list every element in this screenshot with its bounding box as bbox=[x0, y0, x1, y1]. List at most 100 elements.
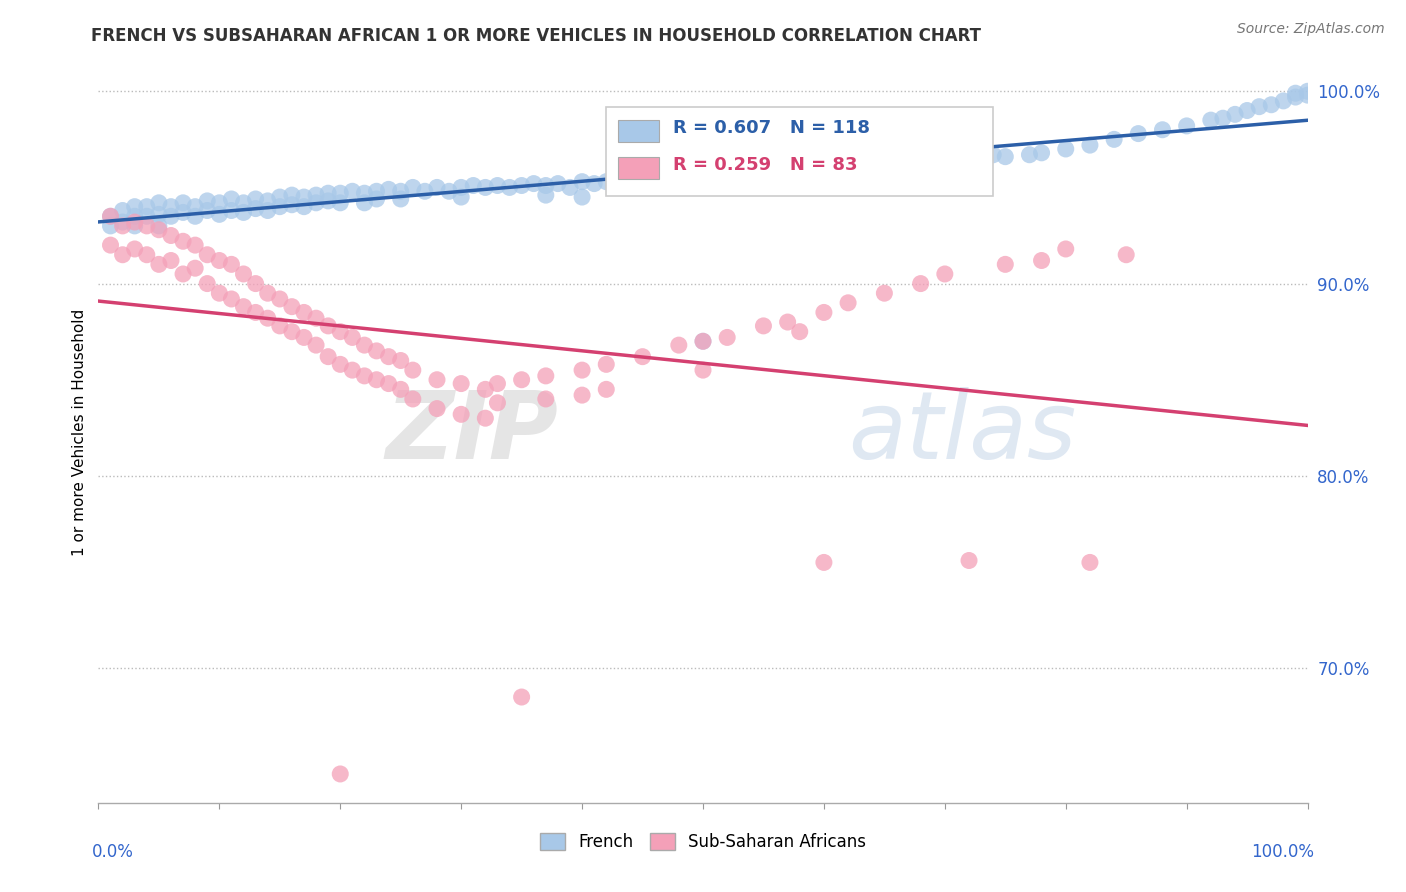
Point bbox=[813, 556, 835, 570]
Point bbox=[692, 363, 714, 377]
Point bbox=[486, 178, 509, 193]
Point bbox=[837, 161, 859, 176]
Point bbox=[595, 357, 617, 371]
Point bbox=[232, 205, 254, 219]
Point bbox=[195, 194, 218, 208]
Point bbox=[679, 170, 702, 185]
Text: ZIP: ZIP bbox=[385, 386, 558, 479]
Point bbox=[692, 334, 714, 349]
Point bbox=[342, 363, 364, 377]
Point bbox=[148, 195, 170, 210]
Point bbox=[1152, 122, 1174, 136]
Point bbox=[413, 184, 436, 198]
Point bbox=[1128, 127, 1150, 141]
Point bbox=[172, 205, 194, 219]
Point bbox=[184, 209, 207, 223]
Point bbox=[1018, 147, 1040, 161]
Point bbox=[934, 267, 956, 281]
Point bbox=[1199, 113, 1222, 128]
Point bbox=[281, 325, 304, 339]
Point bbox=[195, 277, 218, 291]
Point bbox=[910, 152, 932, 166]
Point bbox=[172, 234, 194, 248]
Point bbox=[934, 152, 956, 166]
Point bbox=[619, 175, 641, 189]
Point bbox=[353, 195, 375, 210]
Point bbox=[486, 376, 509, 391]
Point bbox=[281, 198, 304, 212]
Point bbox=[135, 200, 157, 214]
Point bbox=[655, 173, 678, 187]
Point bbox=[463, 178, 485, 193]
Point bbox=[353, 186, 375, 201]
Point bbox=[668, 338, 690, 352]
Point bbox=[776, 165, 799, 179]
Point bbox=[631, 173, 654, 187]
Point bbox=[160, 200, 183, 214]
Point bbox=[305, 311, 328, 326]
Point bbox=[232, 300, 254, 314]
Point bbox=[534, 178, 557, 193]
Point bbox=[474, 411, 496, 425]
Point bbox=[402, 363, 425, 377]
Point bbox=[957, 150, 980, 164]
Point bbox=[111, 215, 134, 229]
Point bbox=[292, 190, 315, 204]
Point bbox=[111, 203, 134, 218]
Text: Source: ZipAtlas.com: Source: ZipAtlas.com bbox=[1237, 22, 1385, 37]
Point bbox=[692, 173, 714, 187]
Point bbox=[437, 184, 460, 198]
Point bbox=[1115, 248, 1137, 262]
Point bbox=[329, 186, 352, 201]
Point bbox=[644, 175, 666, 189]
Point bbox=[389, 382, 412, 396]
Point bbox=[510, 373, 533, 387]
Point bbox=[208, 286, 231, 301]
Point bbox=[366, 184, 388, 198]
Point bbox=[1054, 142, 1077, 156]
Point bbox=[221, 192, 243, 206]
Point bbox=[957, 553, 980, 567]
Point bbox=[789, 161, 811, 176]
Point bbox=[100, 219, 122, 233]
Point bbox=[184, 238, 207, 252]
Point bbox=[366, 373, 388, 387]
Point bbox=[1296, 88, 1319, 103]
Text: 100.0%: 100.0% bbox=[1251, 843, 1315, 861]
Y-axis label: 1 or more Vehicles in Household: 1 or more Vehicles in Household bbox=[72, 309, 87, 557]
Text: R = 0.607   N = 118: R = 0.607 N = 118 bbox=[672, 119, 870, 136]
Point bbox=[498, 180, 520, 194]
Point bbox=[160, 228, 183, 243]
Point bbox=[1175, 119, 1198, 133]
Point bbox=[450, 408, 472, 422]
Point bbox=[1284, 90, 1306, 104]
Point bbox=[316, 318, 339, 333]
Point bbox=[534, 188, 557, 202]
Point bbox=[342, 330, 364, 344]
Point bbox=[813, 305, 835, 319]
Point bbox=[1078, 556, 1101, 570]
Point bbox=[135, 209, 157, 223]
Point bbox=[486, 396, 509, 410]
Point bbox=[692, 334, 714, 349]
Point bbox=[292, 330, 315, 344]
Point bbox=[607, 177, 630, 191]
Point bbox=[221, 257, 243, 271]
Point bbox=[523, 177, 546, 191]
Point bbox=[426, 180, 449, 194]
Point bbox=[184, 200, 207, 214]
Point bbox=[402, 392, 425, 406]
Point bbox=[450, 180, 472, 194]
Point bbox=[124, 219, 146, 233]
Point bbox=[740, 170, 762, 185]
Point bbox=[716, 170, 738, 185]
Point bbox=[316, 186, 339, 201]
Point bbox=[1031, 145, 1053, 160]
Point bbox=[981, 147, 1004, 161]
Point bbox=[281, 300, 304, 314]
Point bbox=[269, 292, 291, 306]
Point bbox=[124, 215, 146, 229]
Point bbox=[305, 188, 328, 202]
Point bbox=[353, 338, 375, 352]
Point bbox=[148, 219, 170, 233]
